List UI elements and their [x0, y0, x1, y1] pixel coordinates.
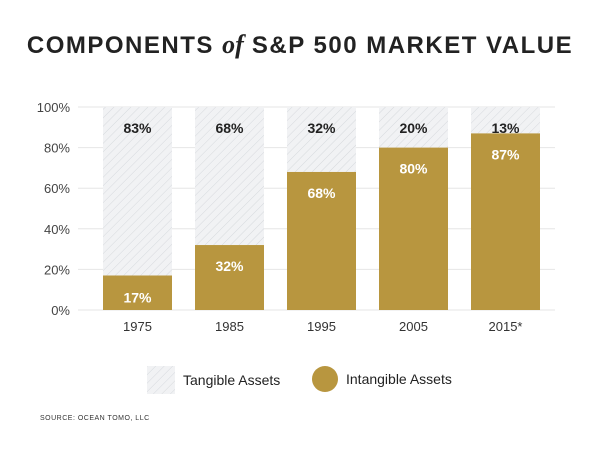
chart-title: COMPONENTS of S&P 500 MARKET VALUE [0, 30, 600, 60]
title-part: of [222, 30, 244, 59]
data-label-tangible: 20% [399, 120, 428, 136]
data-label-intangible: 80% [399, 161, 428, 177]
title-part: COMPONENTS [26, 32, 214, 59]
y-tick-label: 60% [44, 181, 70, 196]
bar-tangible [195, 107, 264, 246]
bar-intangible [103, 275, 172, 310]
y-tick-label: 20% [44, 262, 70, 277]
legend-label: Tangible Assets [183, 372, 281, 388]
bar-tangible [287, 107, 356, 172]
data-label-intangible: 17% [123, 289, 152, 305]
bar-intangible [471, 133, 540, 310]
y-tick-label: 80% [44, 141, 70, 156]
bar-intangible [379, 147, 448, 310]
source-note: SOURCE: OCEAN TOMO, LLC [40, 415, 150, 422]
bar-tangible [379, 107, 448, 148]
bar-tangible [103, 107, 172, 276]
x-tick-label: 1995 [307, 319, 336, 334]
x-tick-label: 2015* [489, 319, 523, 334]
data-label-tangible: 32% [307, 120, 336, 136]
legend-item-intangible: Intangible Assets [312, 366, 452, 392]
data-label-tangible: 83% [123, 120, 152, 136]
data-label-intangible: 87% [491, 146, 520, 162]
legend-item-tangible: Tangible Assets [147, 366, 280, 394]
x-tick-label: 2005 [399, 319, 428, 334]
data-label-tangible: 13% [491, 120, 520, 136]
data-label-intangible: 68% [307, 185, 336, 201]
hatch-swatch-icon [147, 366, 175, 394]
y-tick-label: 0% [51, 303, 70, 318]
x-tick-label: 1985 [215, 319, 244, 334]
legend-label: Intangible Assets [346, 371, 452, 387]
data-label-intangible: 32% [215, 258, 244, 274]
gold-circle-icon [312, 366, 338, 392]
title-part: S&P 500 MARKET VALUE [251, 32, 574, 59]
data-label-tangible: 68% [215, 120, 244, 136]
y-tick-label: 100% [37, 100, 71, 115]
bar-intangible [287, 171, 356, 310]
y-tick-label: 40% [44, 222, 70, 237]
bar-tangible [471, 107, 540, 134]
x-tick-label: 1975 [123, 319, 152, 334]
bar-intangible [195, 245, 264, 310]
